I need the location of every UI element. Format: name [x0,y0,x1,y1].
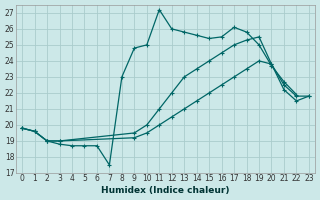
X-axis label: Humidex (Indice chaleur): Humidex (Indice chaleur) [101,186,230,195]
